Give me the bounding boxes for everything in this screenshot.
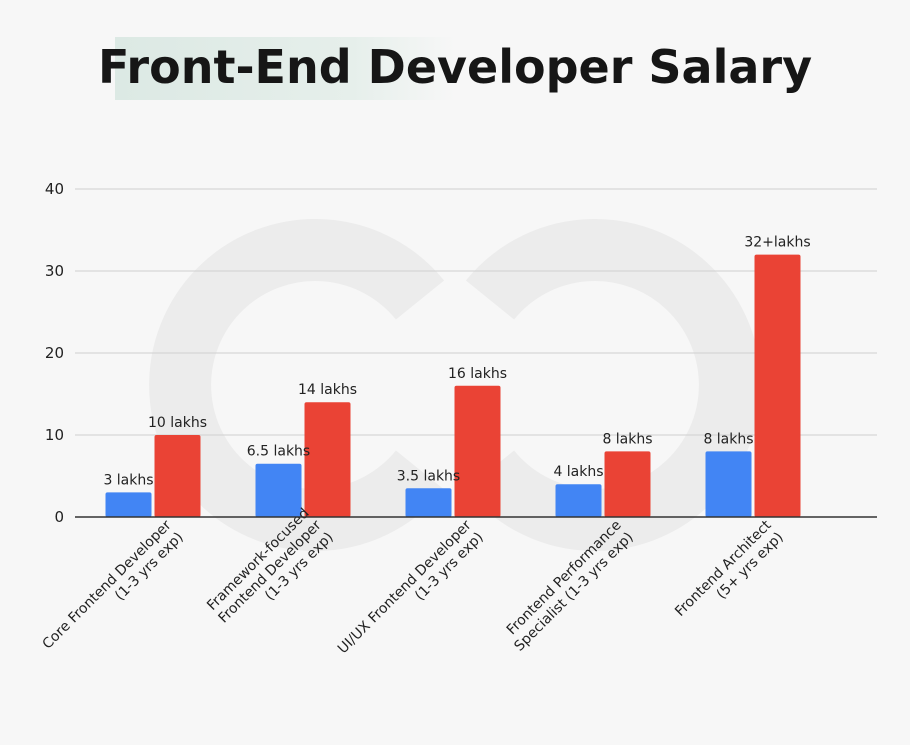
chart-title: Front-End Developer Salary [97, 40, 813, 94]
watermark-logo [149, 219, 761, 551]
x-category-label-line: Core Frontend Developer [40, 517, 175, 652]
watermark-left-arc [149, 219, 445, 551]
data-label: 3 lakhs [103, 472, 153, 488]
data-label: 3.5 lakhs [397, 468, 460, 484]
bars [105, 254, 801, 517]
bar-series-1-3 [405, 488, 452, 517]
y-tick-label: 40 [45, 180, 64, 198]
data-label: 6.5 lakhs [247, 444, 310, 460]
watermark-right-arc [465, 219, 761, 551]
data-labels: 3 lakhs 6.5 lakhs 3.5 lakhs 4 lakhs 8 lakhs 1… [103, 235, 810, 489]
bar-series-1-1 [105, 492, 152, 517]
bar-series-2-4 [604, 451, 651, 517]
x-category-label-line: Frontend Architect [672, 517, 775, 620]
data-label: 14 lakhs [298, 382, 357, 398]
data-label: 10 lakhs [148, 415, 207, 431]
x-category-label: Core Frontend Developer(1-3 yrs exp) [40, 517, 187, 652]
bar-series-1-2 [255, 463, 302, 517]
y-tick-label: 30 [45, 262, 64, 280]
y-tick-label: 10 [45, 426, 64, 444]
x-category-label: Frontend Architect(5+ yrs exp) [672, 517, 787, 620]
bar-series-1-5 [705, 451, 752, 517]
data-label: 4 lakhs [553, 464, 603, 480]
data-label: 8 lakhs [602, 431, 652, 447]
data-label: 32+lakhs [744, 235, 810, 251]
y-axis-ticks: 0 10 20 30 40 [45, 180, 64, 526]
bar-series-2-2 [304, 402, 351, 517]
data-label: 16 lakhs [448, 366, 507, 382]
bar-series-2-1 [154, 435, 201, 517]
bar-series-1-4 [555, 484, 602, 517]
bar-series-2-5 [754, 254, 801, 517]
bar-series-2-3 [454, 385, 501, 517]
data-label: 8 lakhs [703, 431, 753, 447]
title-highlight [115, 37, 455, 100]
y-tick-label: 20 [45, 344, 64, 362]
y-tick-label: 0 [54, 508, 64, 526]
